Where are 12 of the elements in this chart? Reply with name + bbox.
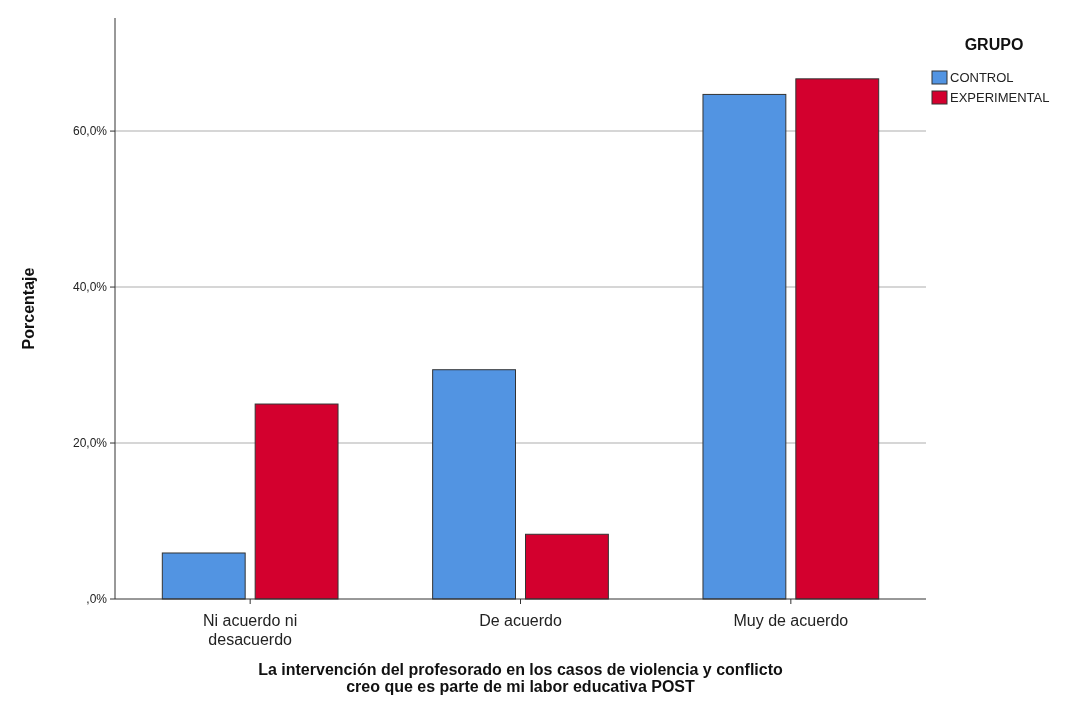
- y-tick-label: 20,0%: [72, 436, 108, 451]
- legend-title: GRUPO: [964, 36, 1024, 53]
- x-tick-label: Ni acuerdo ni desacuerdo: [203, 612, 298, 648]
- x-tick-label: De acuerdo: [479, 612, 562, 629]
- legend-label: EXPERIMENTAL: [950, 90, 1050, 105]
- y-tick-label: ,0%: [86, 592, 108, 607]
- legend-label: CONTROL: [950, 70, 1014, 85]
- x-axis-title: La intervención del profesorado en los casos de violencia y conflicto creo que es parte de mi labor educativa POST: [258, 661, 784, 695]
- x-tick-label: Muy de acuerdo: [733, 612, 849, 629]
- y-tick-label: 40,0%: [72, 280, 108, 295]
- y-tick-label: 60,0%: [72, 124, 108, 139]
- y-axis-title: Porcentaje: [20, 267, 37, 350]
